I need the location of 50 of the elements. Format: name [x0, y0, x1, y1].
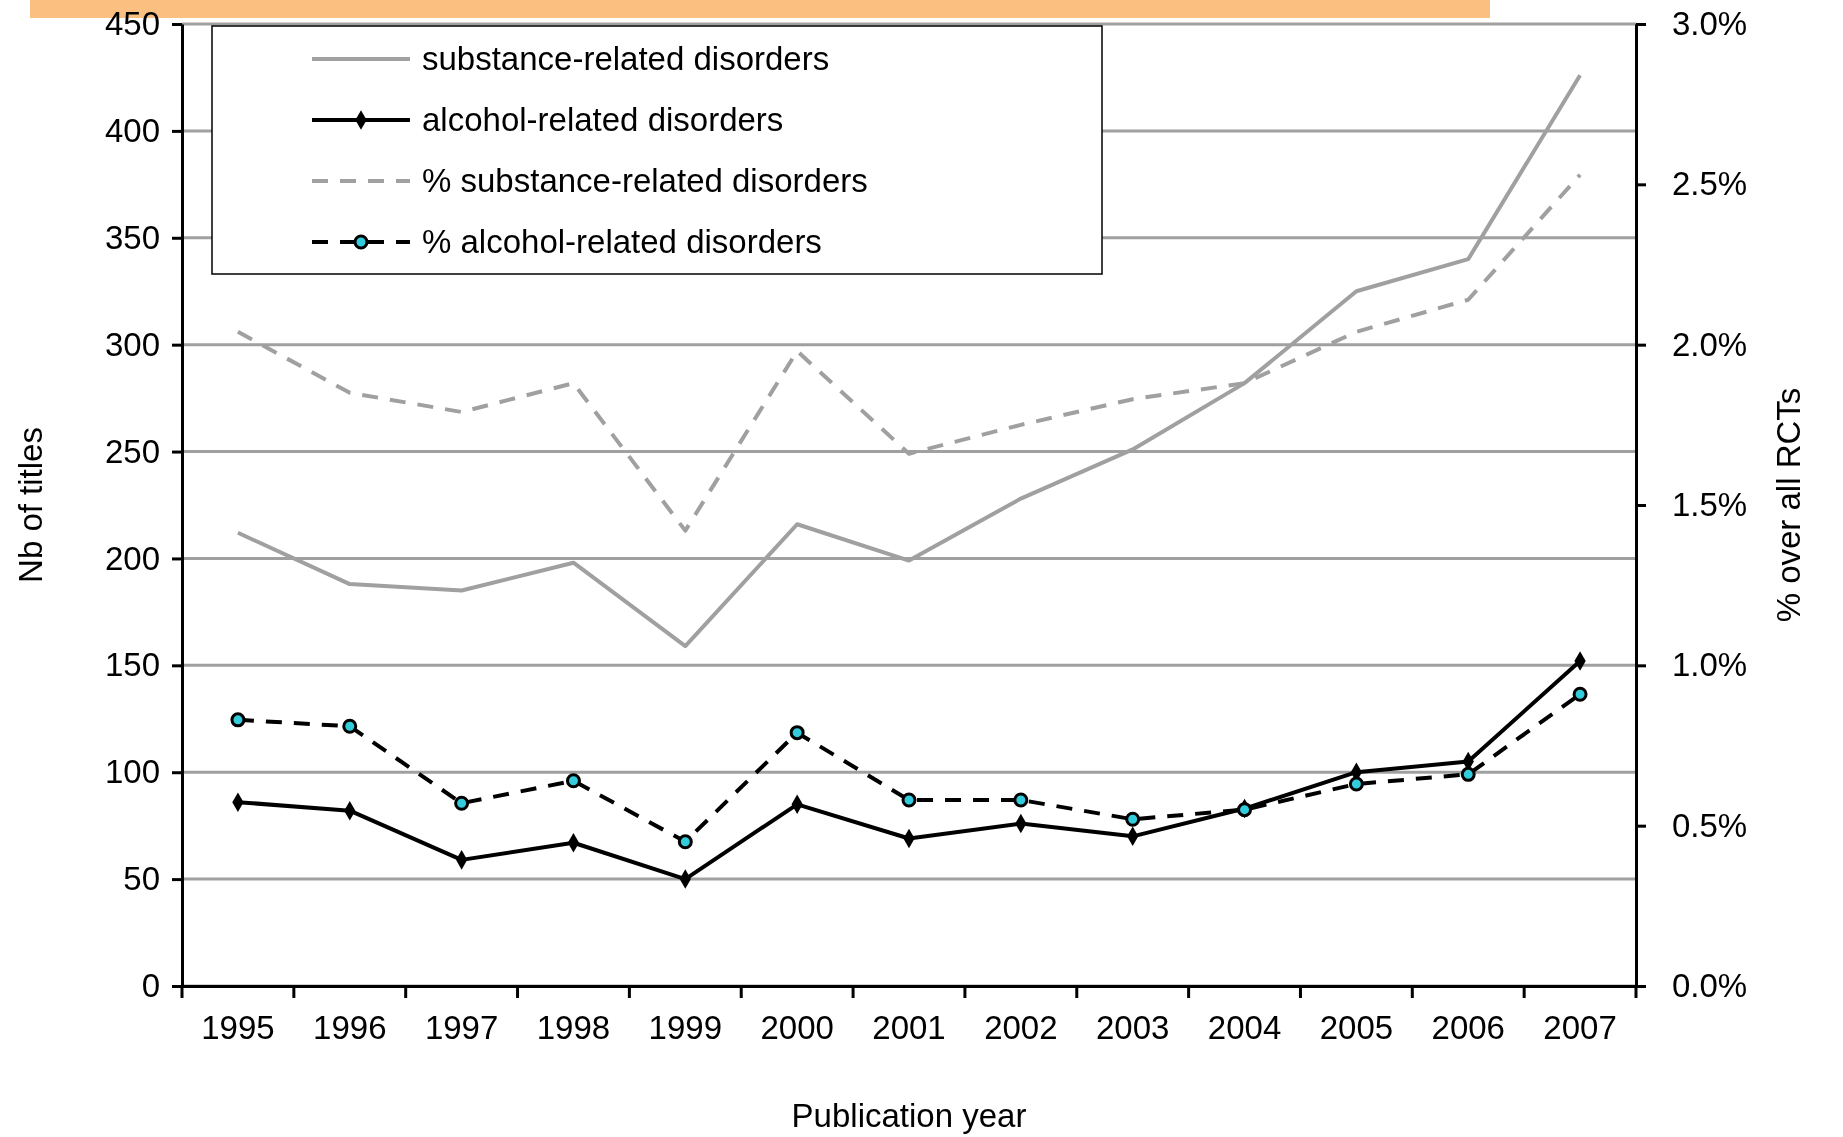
y2-tick-label: 0.0% [1672, 967, 1748, 1005]
point [1460, 766, 1476, 782]
x-tick-label: 2006 [1431, 1008, 1505, 1046]
y2-tick-label: 1.0% [1672, 646, 1748, 684]
legend-label: % alcohol-related disorders [422, 223, 822, 260]
x-tick-label: 2004 [1207, 1008, 1282, 1046]
point [1013, 792, 1029, 808]
x-tick-label: 2003 [1095, 1008, 1170, 1046]
x-tick-label: 2005 [1319, 1008, 1394, 1046]
x-tick-label: 1996 [313, 1008, 387, 1046]
y2-tick-label: 2.0% [1672, 325, 1748, 363]
y-tick-label: 350 [104, 218, 160, 256]
point [454, 795, 470, 811]
point [1348, 776, 1364, 792]
point [789, 725, 805, 741]
y-tick-label: 400 [104, 111, 160, 149]
point [230, 712, 246, 728]
y-tick-label: 100 [104, 753, 160, 791]
x-tick-label: 2001 [872, 1008, 946, 1046]
point [1125, 811, 1141, 827]
y-tick-label: 50 [123, 860, 160, 898]
y2-axis-title: % over all RCTs [1770, 387, 1807, 623]
point [1237, 802, 1253, 818]
y-tick-label: 300 [104, 325, 160, 363]
x-tick-label: 2007 [1543, 1008, 1617, 1046]
y2-tick-label: 3.0% [1672, 5, 1748, 43]
x-tick-label: 1998 [536, 1008, 611, 1046]
y-tick-label: 450 [104, 5, 160, 43]
x-axis-title: Publication year [791, 1097, 1027, 1134]
x-tick-label: 1995 [201, 1008, 275, 1046]
y2-tick-label: 2.5% [1672, 165, 1748, 203]
y-tick-label: 150 [104, 646, 160, 684]
point [901, 792, 917, 808]
legend-label: alcohol-related disorders [422, 101, 784, 138]
y-tick-label: 0 [141, 967, 160, 1005]
y-axis-title: Nb of titles [12, 427, 49, 583]
x-tick-label: 2002 [984, 1008, 1058, 1046]
point [565, 773, 581, 789]
x-tick-label: 1999 [648, 1008, 723, 1046]
y2-tick-label: 1.5% [1672, 486, 1748, 524]
point [677, 834, 693, 850]
x-tick-label: 2000 [760, 1008, 834, 1046]
legend-label: % substance-related disorders [422, 162, 868, 199]
y2-tick-label: 0.5% [1672, 806, 1748, 844]
point [1572, 686, 1588, 702]
x-tick-label: 1997 [424, 1008, 499, 1046]
y-tick-label: 200 [104, 539, 160, 577]
y-tick-label: 250 [104, 432, 160, 470]
point [342, 718, 358, 734]
legend-label: substance-related disorders [422, 40, 830, 77]
